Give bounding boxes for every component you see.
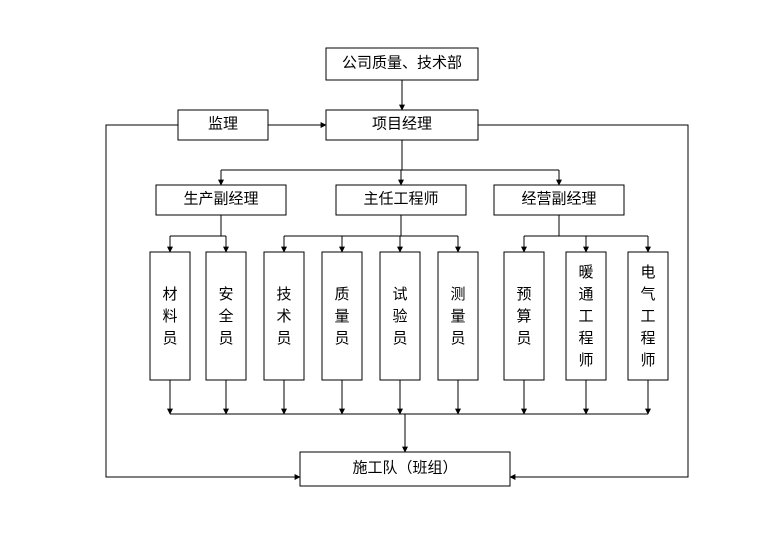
label-pm: 项目经理 <box>372 115 432 132</box>
label-r4: 质量员 <box>334 286 349 347</box>
label-top: 公司质量、技术部 <box>342 54 462 71</box>
label-r2: 安全员 <box>218 286 233 347</box>
label-r6: 测量员 <box>450 286 465 347</box>
label-r8: 暖通工程师 <box>578 264 593 369</box>
label-dep3: 经营副经理 <box>521 190 596 207</box>
label-r1: 材料员 <box>162 286 177 347</box>
label-team: 施工队（班组） <box>352 459 457 476</box>
label-r9: 电气工程师 <box>640 264 655 369</box>
label-r5: 试验员 <box>392 286 407 347</box>
label-r7: 预算员 <box>516 286 531 347</box>
label-r3: 技术员 <box>276 286 291 347</box>
label-dep1: 生产副经理 <box>183 190 258 207</box>
label-dep2: 主任工程师 <box>363 190 438 207</box>
label-jianli: 监理 <box>208 115 238 132</box>
